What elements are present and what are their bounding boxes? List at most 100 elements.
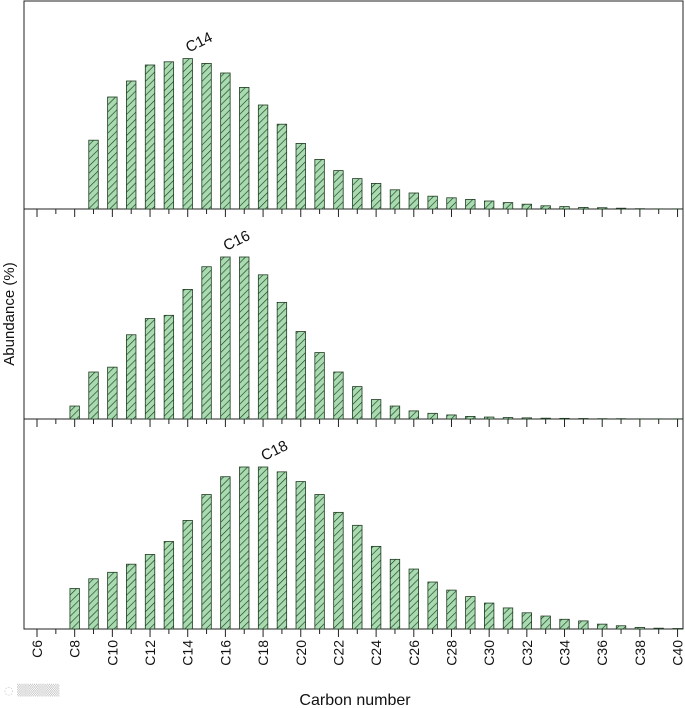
bar-C39 — [653, 627, 664, 630]
bar-C23 — [352, 386, 363, 420]
x-tick-label: C18 — [255, 640, 271, 666]
bar-C20 — [295, 331, 306, 420]
bar-C21 — [314, 494, 325, 630]
bar-C24 — [370, 182, 382, 210]
bar-C10 — [107, 571, 118, 630]
bar-C13 — [163, 61, 175, 210]
x-tick-label: C12 — [142, 640, 158, 666]
bar-C8 — [69, 588, 80, 630]
bar-C23 — [352, 178, 363, 210]
bar-C19 — [276, 123, 288, 210]
x-tick-label: C24 — [368, 640, 384, 666]
x-tick-label: C14 — [180, 640, 196, 666]
bar-C29 — [465, 416, 476, 420]
x-tick-label: C22 — [330, 640, 346, 666]
x-tick-label: C20 — [293, 640, 309, 666]
bar-C15 — [201, 266, 212, 420]
bar-C14 — [182, 288, 193, 420]
bars — [69, 58, 683, 630]
bar-C12 — [144, 64, 156, 210]
bar-C32 — [521, 203, 532, 210]
x-tick-label: C10 — [104, 640, 120, 666]
bar-C27 — [427, 581, 438, 630]
bar-C25 — [389, 405, 401, 420]
bar-C20 — [295, 481, 306, 630]
bar-C26 — [408, 410, 419, 420]
bar-C33 — [540, 615, 551, 630]
bar-C15 — [201, 63, 212, 210]
bar-C18 — [257, 466, 269, 630]
x-tick-label: C34 — [557, 640, 573, 666]
bar-C16 — [220, 256, 231, 420]
bar-C30 — [484, 200, 495, 210]
bar-C10 — [107, 96, 118, 210]
x-tick-label: C30 — [481, 640, 497, 666]
bar-C21 — [314, 352, 325, 420]
bar-C17 — [239, 256, 250, 420]
peak-annotation: C14 — [183, 29, 215, 56]
bar-C14 — [182, 520, 193, 630]
bar-C16 — [220, 476, 231, 630]
bar-C10 — [107, 366, 118, 420]
bar-C17 — [239, 466, 250, 630]
x-tick-label: C8 — [67, 640, 83, 658]
bar-C16 — [220, 72, 231, 210]
bar-C30 — [484, 416, 495, 420]
y-axis-label: Abundance (%) — [1, 262, 18, 365]
bar-C36 — [597, 207, 608, 210]
bar-C8 — [69, 405, 80, 420]
bar-C23 — [352, 524, 363, 630]
bar-C13 — [163, 541, 175, 630]
bar-C37 — [615, 207, 627, 210]
x-tick-label: C32 — [519, 640, 535, 666]
bar-C18 — [257, 104, 269, 210]
x-tick-label: C38 — [632, 640, 648, 666]
bar-C15 — [201, 494, 212, 630]
x-tick-label: C16 — [217, 640, 233, 666]
bar-C19 — [276, 301, 288, 420]
bar-C28 — [446, 197, 457, 210]
bar-C31 — [502, 202, 514, 210]
bar-C34 — [559, 417, 570, 420]
watermark: ◌ ▒▒▒▒▒ — [4, 684, 60, 697]
bar-C35 — [578, 620, 589, 630]
bar-C31 — [502, 417, 514, 420]
x-axis-label: Carbon number — [299, 692, 411, 708]
bar-C34 — [559, 206, 570, 210]
bar-C20 — [295, 142, 306, 210]
bar-C11 — [126, 80, 137, 210]
bar-C33 — [540, 205, 551, 210]
bar-C28 — [446, 414, 457, 420]
bar-C13 — [163, 314, 175, 420]
bar-C9 — [88, 578, 99, 630]
bar-C18 — [257, 274, 269, 420]
labels: Abundance (%) Carbon number C14 C16 C18 C6 C… — [1, 29, 685, 708]
x-tick-label: C36 — [594, 640, 610, 666]
bar-C29 — [465, 198, 476, 210]
bar-C14 — [182, 58, 193, 210]
bar-C24 — [370, 399, 382, 420]
bar-C19 — [276, 471, 288, 630]
bar-C25 — [389, 558, 401, 630]
bar-C12 — [144, 554, 156, 630]
bar-C36 — [597, 623, 608, 630]
bar-C31 — [502, 607, 514, 630]
bar-C29 — [465, 596, 476, 630]
bar-C38 — [634, 626, 646, 630]
bar-C27 — [427, 412, 438, 420]
bar-C30 — [484, 602, 495, 630]
bar-C33 — [540, 417, 551, 420]
bar-C24 — [370, 545, 382, 630]
bar-C35 — [578, 206, 589, 210]
bar-C26 — [408, 568, 419, 630]
bar-C17 — [239, 87, 250, 210]
x-tick-label: C28 — [443, 640, 459, 666]
bar-C27 — [427, 195, 438, 210]
peak-annotation: C16 — [221, 227, 253, 254]
bar-C11 — [126, 334, 137, 420]
x-tick-label: C40 — [670, 640, 685, 666]
x-tick-label: C6 — [29, 640, 45, 658]
bar-C9 — [88, 139, 99, 210]
bar-C21 — [314, 158, 325, 210]
